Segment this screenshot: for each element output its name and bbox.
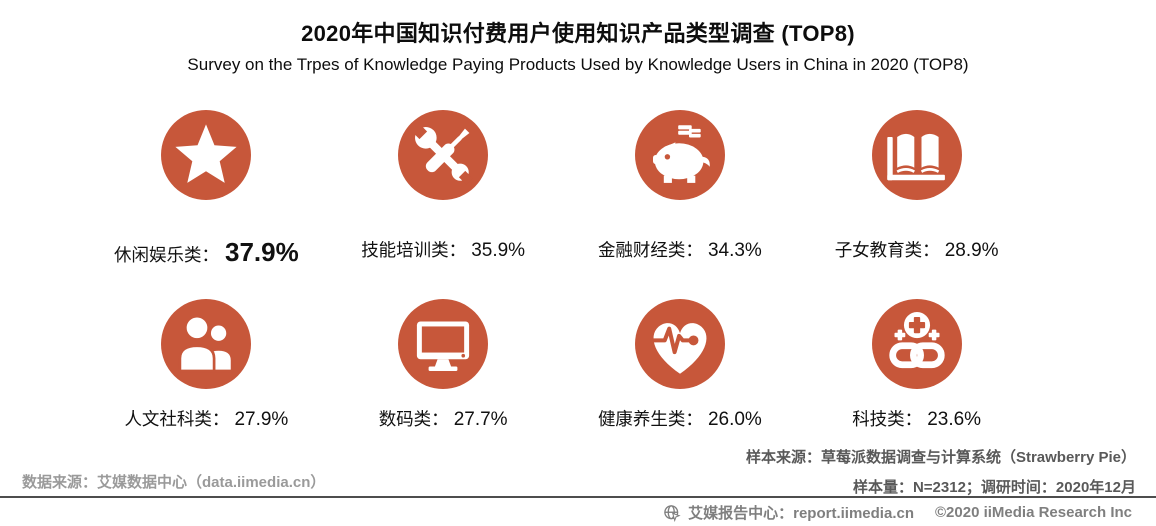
category-value: 26.0% xyxy=(707,409,762,430)
category-name: 科技类： xyxy=(852,409,923,429)
category-value: 37.9% xyxy=(225,237,299,267)
footer-brand: 艾媒报告中心：report.iimedia.cn xyxy=(688,505,914,522)
category-cell-finance: 金融财经类： 34.3% xyxy=(562,110,799,268)
page-title: 2020年中国知识付费用户使用知识产品类型调查 (TOP8) xyxy=(301,21,855,46)
category-label: 人文社科类： 27.9% xyxy=(124,406,288,431)
category-cell-skills: 技能培训类： 35.9% xyxy=(325,110,562,268)
chain-link-plus-icon xyxy=(888,312,945,369)
category-cell-humanities: 人文社科类： 27.9% xyxy=(88,299,325,431)
category-badge xyxy=(634,299,725,389)
category-value: 27.9% xyxy=(234,409,289,430)
category-row-1: 休闲娱乐类： 37.9% xyxy=(88,110,1035,268)
category-name: 人文社科类： xyxy=(124,409,230,429)
star-icon xyxy=(175,124,237,183)
category-name: 休闲娱乐类： xyxy=(114,245,219,265)
category-badge xyxy=(161,299,252,389)
category-badge xyxy=(398,110,489,200)
monitor-icon xyxy=(417,321,470,371)
category-badge xyxy=(161,110,252,200)
category-label: 子女教育类： 28.9% xyxy=(835,237,999,262)
page-subtitle: Survey on the Trpes of Knowledge Paying … xyxy=(187,55,969,74)
piggy-bank-icon xyxy=(652,125,710,183)
category-badge xyxy=(398,299,489,389)
category-cell-health: 健康养生类： 26.0% xyxy=(562,299,799,431)
category-value: 28.9% xyxy=(944,240,999,261)
category-value: 34.3% xyxy=(707,240,762,261)
category-name: 金融财经类： xyxy=(597,240,703,260)
category-label: 健康养生类： 26.0% xyxy=(598,406,762,431)
category-name: 健康养生类： xyxy=(597,409,703,429)
category-label: 数码类： 27.7% xyxy=(379,406,508,431)
people-icon xyxy=(178,314,234,373)
tools-icon xyxy=(410,121,474,185)
category-label: 休闲娱乐类： 37.9% xyxy=(114,237,299,268)
category-value: 27.7% xyxy=(453,409,508,430)
category-value: 35.9% xyxy=(471,240,526,261)
footer: 艾媒报告中心：report.iimedia.cn ©2020 iiMedia R… xyxy=(663,502,1132,523)
category-badge xyxy=(871,110,962,200)
footer-copyright: ©2020 iiMedia Research Inc xyxy=(935,504,1132,521)
globe-cursor-icon xyxy=(664,504,681,522)
sample-size-note: 样本量：N=2312；调研时间：2020年12月 xyxy=(852,479,1136,496)
category-name: 数码类： xyxy=(378,409,449,429)
category-name: 技能培训类： xyxy=(361,240,467,260)
sample-source-note: 样本来源：草莓派数据调查与计算系统（Strawberry Pie） xyxy=(745,449,1136,466)
category-cell-technology: 科技类： 23.6% xyxy=(798,299,1035,431)
category-row-2: 人文社科类： 27.9% 数码类： 27.7% xyxy=(88,299,1035,431)
open-book-icon xyxy=(886,133,945,181)
category-label: 金融财经类： 34.3% xyxy=(598,237,762,262)
category-cell-digital: 数码类： 27.7% xyxy=(325,299,562,431)
category-label: 技能培训类： 35.9% xyxy=(361,237,525,262)
category-cell-education: 子女教育类： 28.9% xyxy=(798,110,1035,268)
category-name: 子女教育类： xyxy=(834,240,940,260)
category-badge xyxy=(634,110,725,200)
category-badge xyxy=(871,299,962,389)
footer-divider xyxy=(0,496,1156,498)
data-source-note: 数据来源：艾媒数据中心（data.iimedia.cn） xyxy=(22,474,326,491)
category-label: 科技类： 23.6% xyxy=(852,406,981,431)
category-cell-leisure: 休闲娱乐类： 37.9% xyxy=(88,110,325,268)
category-value: 23.6% xyxy=(927,409,982,430)
heart-pulse-icon xyxy=(650,323,707,374)
